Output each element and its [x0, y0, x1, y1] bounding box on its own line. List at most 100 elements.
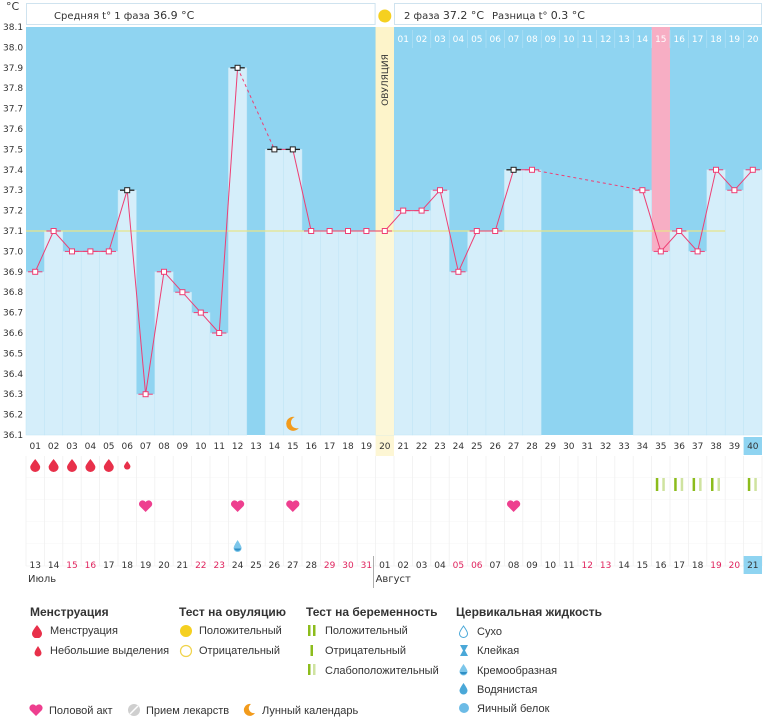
ovulation-sun-icon — [378, 9, 392, 23]
intercourse-heart-icon — [230, 500, 245, 512]
current-day-highlight — [743, 437, 762, 455]
temperature-point — [87, 248, 94, 255]
phase1-value: 36.9 °C — [153, 9, 195, 22]
temperature-line — [200, 312, 220, 334]
date-label: 09 — [526, 561, 538, 571]
y-tick-label: 36.9 — [3, 268, 23, 278]
y-tick-label: 37.5 — [3, 145, 23, 155]
temperature-bar — [448, 271, 468, 436]
date-label: 08 — [508, 561, 520, 571]
temperature-bar — [356, 230, 376, 436]
temperature-point — [676, 228, 683, 234]
y-tick-label: 38.1 — [3, 23, 23, 33]
temperature-point — [345, 228, 351, 234]
cycle-day-label: 12 — [232, 442, 243, 452]
phase1-average: Средняя t° 1 фаза 36.9 °C — [54, 9, 194, 22]
pregnancy-test-line — [692, 478, 696, 491]
y-tick-label: 37.6 — [3, 125, 23, 135]
temperature-point — [418, 207, 425, 214]
cycle-day-label: 18 — [342, 442, 354, 452]
y-tick-label: 36.5 — [3, 349, 23, 359]
cervical-watery-icon — [459, 683, 468, 695]
menstruation-drop-icon — [103, 459, 114, 472]
temperature-point — [69, 248, 75, 255]
temperature-point — [50, 228, 57, 234]
legend-cervical-creamy: Кремообразная — [477, 665, 558, 677]
y-tick-label: 37.3 — [3, 186, 23, 196]
cycle-day-label: 21 — [397, 442, 408, 452]
y-tick-label: 37.2 — [3, 207, 23, 217]
legend-cervical-sticky: Клейкая — [477, 645, 520, 657]
date-label: 30 — [342, 561, 354, 571]
temperature-bar — [136, 393, 156, 436]
cycle-day-label: 11 — [213, 442, 224, 452]
temperature-line — [218, 67, 239, 334]
y-tick-label: 36.6 — [3, 329, 23, 339]
cycle-day-label: 03 — [66, 442, 77, 452]
spotting-drop-icon — [34, 646, 42, 657]
temperature-bar — [338, 230, 358, 436]
diff-label: Разница t° — [492, 11, 548, 22]
date-label: 18 — [121, 561, 133, 571]
date-label: 14 — [618, 561, 630, 571]
legend-cervical-watery: Водянистая — [477, 684, 538, 696]
cycle-day-label: 05 — [103, 442, 114, 452]
temperature-point — [363, 228, 370, 234]
date-label: 13 — [600, 561, 611, 571]
cycle-day-label: 39 — [729, 442, 741, 452]
legend-pregnancy-title: Тест на беременность — [306, 605, 438, 619]
temperature-point — [713, 166, 719, 173]
legend-cervical-title: Цервикальная жидкость — [456, 605, 603, 619]
phase2-average: 2 фаза 37.2 °C — [404, 9, 484, 22]
date-label: 21 — [747, 561, 758, 571]
phase2-day-label: 16 — [673, 35, 685, 45]
phase2-day-label: 09 — [545, 35, 557, 45]
intercourse-heart-icon — [286, 500, 300, 512]
temperature-line — [182, 291, 202, 313]
temperature-line — [641, 190, 662, 252]
phase2-day-label: 12 — [600, 35, 611, 45]
pregnancy-test-line — [717, 478, 720, 491]
temperature-bar — [412, 210, 432, 436]
ovulation-positive-icon — [180, 625, 192, 637]
phase2-label: 2 фаза — [404, 11, 440, 22]
y-tick-label: 36.1 — [3, 431, 23, 441]
cycle-day-label: 26 — [489, 442, 501, 452]
date-label: 28 — [305, 561, 317, 571]
temperature-excluded-point — [510, 166, 517, 173]
temperature-bar — [651, 251, 671, 436]
temperature-point — [455, 268, 462, 275]
intercourse-heart-icon — [138, 500, 153, 512]
temperature-bar — [44, 230, 64, 436]
legend-spotting: Небольшие выделения — [50, 645, 170, 657]
temperature-bar — [669, 230, 689, 436]
temperature-line — [734, 169, 754, 191]
temperature-line — [34, 230, 55, 273]
cycle-day-label: 40 — [747, 442, 759, 452]
cervical-creamy-icon — [459, 664, 468, 676]
spotting-drop-icon — [123, 461, 131, 470]
temperature-bar — [209, 332, 229, 436]
temperature-line — [126, 190, 147, 395]
cycle-day-label: 32 — [600, 442, 611, 452]
temperature-line — [457, 230, 478, 273]
date-label: 31 — [361, 561, 372, 571]
date-label: 20 — [729, 561, 741, 571]
cycle-day-label: 29 — [545, 442, 557, 452]
phase2-day-label: 11 — [581, 35, 592, 45]
pregnancy-positive-icon — [308, 625, 316, 636]
pregnancy-test-line — [747, 478, 751, 491]
legend: Менструация Менструация Небольшие выделе… — [0, 595, 770, 718]
date-label: 22 — [195, 561, 206, 571]
date-label: 06 — [471, 561, 483, 571]
temperature-bar — [62, 251, 82, 436]
y-tick-label: 36.2 — [3, 411, 23, 421]
y-tick-label: 37.8 — [3, 84, 23, 94]
cycle-day-label: 38 — [710, 442, 722, 452]
temperature-bar — [706, 169, 726, 436]
date-label: 16 — [655, 561, 667, 571]
temperature-point — [492, 228, 499, 234]
temperature-point — [749, 166, 756, 173]
temperature-bar — [301, 230, 321, 436]
y-tick-label: 36.8 — [3, 288, 23, 298]
